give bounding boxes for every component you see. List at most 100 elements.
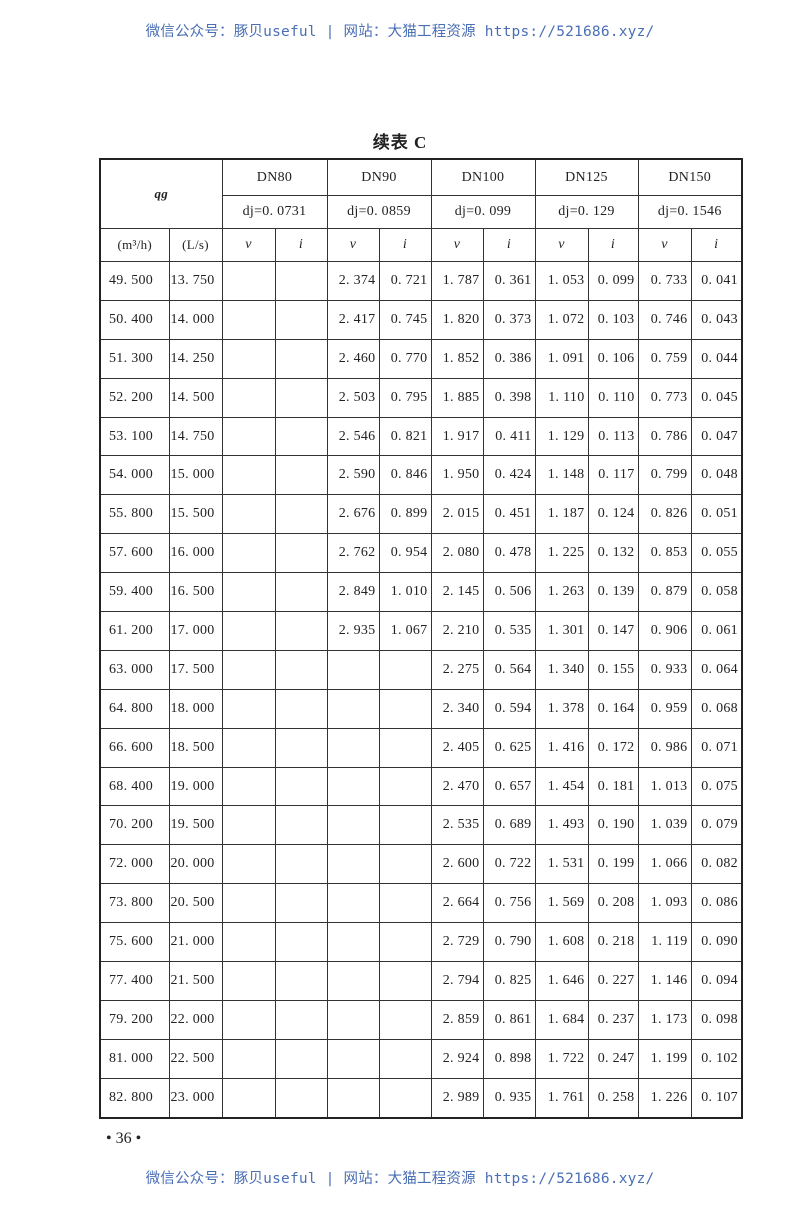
table-title: 续表 C <box>372 133 428 152</box>
flow-ls-cell: 14. 000 <box>168 299 223 340</box>
velocity-cell <box>221 338 276 379</box>
velocity-cell: 1. 340 <box>534 649 589 690</box>
velocity-cell: 2. 470 <box>430 766 484 807</box>
gradient-cell: 0. 564 <box>482 649 536 690</box>
gradient-cell: 0. 172 <box>587 727 639 768</box>
flow-ls-cell: 15. 500 <box>168 494 223 535</box>
diameter-dn125: dj=0. 129 <box>534 195 639 229</box>
table-row: 63. 000 17. 500 2. 275 0. 564 1. 340 0. 155 0.… <box>99 649 743 690</box>
velocity-cell: 1. 148 <box>534 455 589 496</box>
flow-m3h-cell: 77. 400 <box>99 961 170 1001</box>
gradient-cell: 0. 058 <box>690 572 743 613</box>
gradient-cell <box>274 455 328 496</box>
velocity-cell: 0. 986 <box>637 727 692 768</box>
gradient-cell <box>378 999 432 1040</box>
diameter-dn80: dj=0. 0731 <box>221 195 328 229</box>
velocity-cell <box>326 688 380 729</box>
flow-ls-cell: 21. 000 <box>168 922 223 963</box>
gradient-cell: 0. 451 <box>482 494 536 535</box>
velocity-cell <box>221 572 276 613</box>
gradient-cell <box>274 727 328 768</box>
velocity-cell <box>221 494 276 535</box>
velocity-cell: 0. 959 <box>637 688 692 729</box>
flow-ls-cell: 13. 750 <box>168 261 223 301</box>
gradient-cell: 0. 535 <box>482 611 536 651</box>
flow-ls-cell: 14. 500 <box>168 377 223 418</box>
table-row: 81. 000 22. 500 2. 924 0. 898 1. 722 0. 247 1.… <box>99 1038 743 1079</box>
gradient-cell: 0. 099 <box>587 261 639 301</box>
gradient-cell: 0. 190 <box>587 805 639 846</box>
gradient-cell: 0. 625 <box>482 727 536 768</box>
gradient-cell: 0. 258 <box>587 1077 639 1119</box>
flow-m3h-cell: 51. 300 <box>99 338 170 379</box>
gradient-cell: 0. 361 <box>482 261 536 301</box>
flow-m3h-cell: 54. 000 <box>99 455 170 496</box>
flow-ls-cell: 23. 000 <box>168 1077 223 1119</box>
gradient-cell: 0. 055 <box>690 533 743 574</box>
group-header-dn125: DN125 <box>534 158 639 196</box>
gradient-cell: 0. 147 <box>587 611 639 651</box>
gradient-cell: 1. 010 <box>378 572 432 613</box>
gradient-cell: 0. 386 <box>482 338 536 379</box>
flow-ls-cell: 21. 500 <box>168 961 223 1001</box>
velocity-cell: 2. 664 <box>430 883 484 924</box>
flow-m3h-cell: 55. 800 <box>99 494 170 535</box>
gradient-cell: 0. 861 <box>482 999 536 1040</box>
gradient-cell: 0. 051 <box>690 494 743 535</box>
page-number: • 36 • <box>106 1130 142 1147</box>
velocity-cell: 1. 119 <box>637 922 692 963</box>
unit-m3h: (m³/h) <box>99 228 170 262</box>
gradient-cell: 0. 657 <box>482 766 536 807</box>
velocity-cell: 0. 853 <box>637 533 692 574</box>
table-row: 66. 600 18. 500 2. 405 0. 625 1. 416 0. 172 0.… <box>99 727 743 768</box>
gradient-cell: 0. 795 <box>378 377 432 418</box>
velocity-cell: 2. 417 <box>326 299 380 340</box>
unit-ls: (L/s) <box>168 228 223 262</box>
velocity-cell: 1. 416 <box>534 727 589 768</box>
flow-ls-cell: 22. 500 <box>168 1038 223 1079</box>
velocity-cell: 1. 301 <box>534 611 589 651</box>
velocity-cell <box>326 766 380 807</box>
flow-ls-cell: 20. 500 <box>168 883 223 924</box>
gradient-cell: 0. 899 <box>378 494 432 535</box>
flow-ls-cell: 17. 000 <box>168 611 223 651</box>
gradient-cell: 0. 098 <box>690 999 743 1040</box>
gradient-cell <box>274 688 328 729</box>
table-row: 54. 000 15. 000 2. 590 0. 846 1. 950 0. 424 1.… <box>99 455 743 496</box>
velocity-cell <box>221 922 276 963</box>
gradient-cell: 0. 247 <box>587 1038 639 1079</box>
flow-m3h-cell: 49. 500 <box>99 261 170 301</box>
velocity-cell <box>221 688 276 729</box>
velocity-cell <box>221 533 276 574</box>
gradient-cell: 0. 110 <box>587 377 639 418</box>
gradient-cell <box>274 883 328 924</box>
gradient-cell: 0. 090 <box>690 922 743 963</box>
gradient-cell: 0. 898 <box>482 1038 536 1079</box>
flow-m3h-cell: 52. 200 <box>99 377 170 418</box>
velocity-cell: 0. 773 <box>637 377 692 418</box>
flow-ls-cell: 16. 000 <box>168 533 223 574</box>
velocity-cell: 2. 989 <box>430 1077 484 1119</box>
velocity-cell <box>221 727 276 768</box>
table-row: 49. 500 13. 750 2. 374 0. 721 1. 787 0. 361 1.… <box>99 261 743 301</box>
gradient-cell: 0. 102 <box>690 1038 743 1079</box>
flow-m3h-cell: 79. 200 <box>99 999 170 1040</box>
flow-m3h-cell: 53. 100 <box>99 416 170 457</box>
gradient-cell <box>378 883 432 924</box>
gradient-cell: 0. 103 <box>587 299 639 340</box>
gradient-cell: 0. 075 <box>690 766 743 807</box>
velocity-cell <box>221 455 276 496</box>
gradient-cell: 0. 846 <box>378 455 432 496</box>
flow-header: qg <box>99 158 223 229</box>
velocity-cell: 0. 786 <box>637 416 692 457</box>
gradient-cell: 0. 068 <box>690 688 743 729</box>
gradient-cell <box>274 611 328 651</box>
flow-m3h-cell: 50. 400 <box>99 299 170 340</box>
gradient-cell: 0. 045 <box>690 377 743 418</box>
velocity-cell <box>221 999 276 1040</box>
gradient-cell: 0. 237 <box>587 999 639 1040</box>
velocity-cell <box>221 766 276 807</box>
velocity-cell: 2. 460 <box>326 338 380 379</box>
velocity-header: v <box>637 228 692 262</box>
velocity-cell: 1. 199 <box>637 1038 692 1079</box>
